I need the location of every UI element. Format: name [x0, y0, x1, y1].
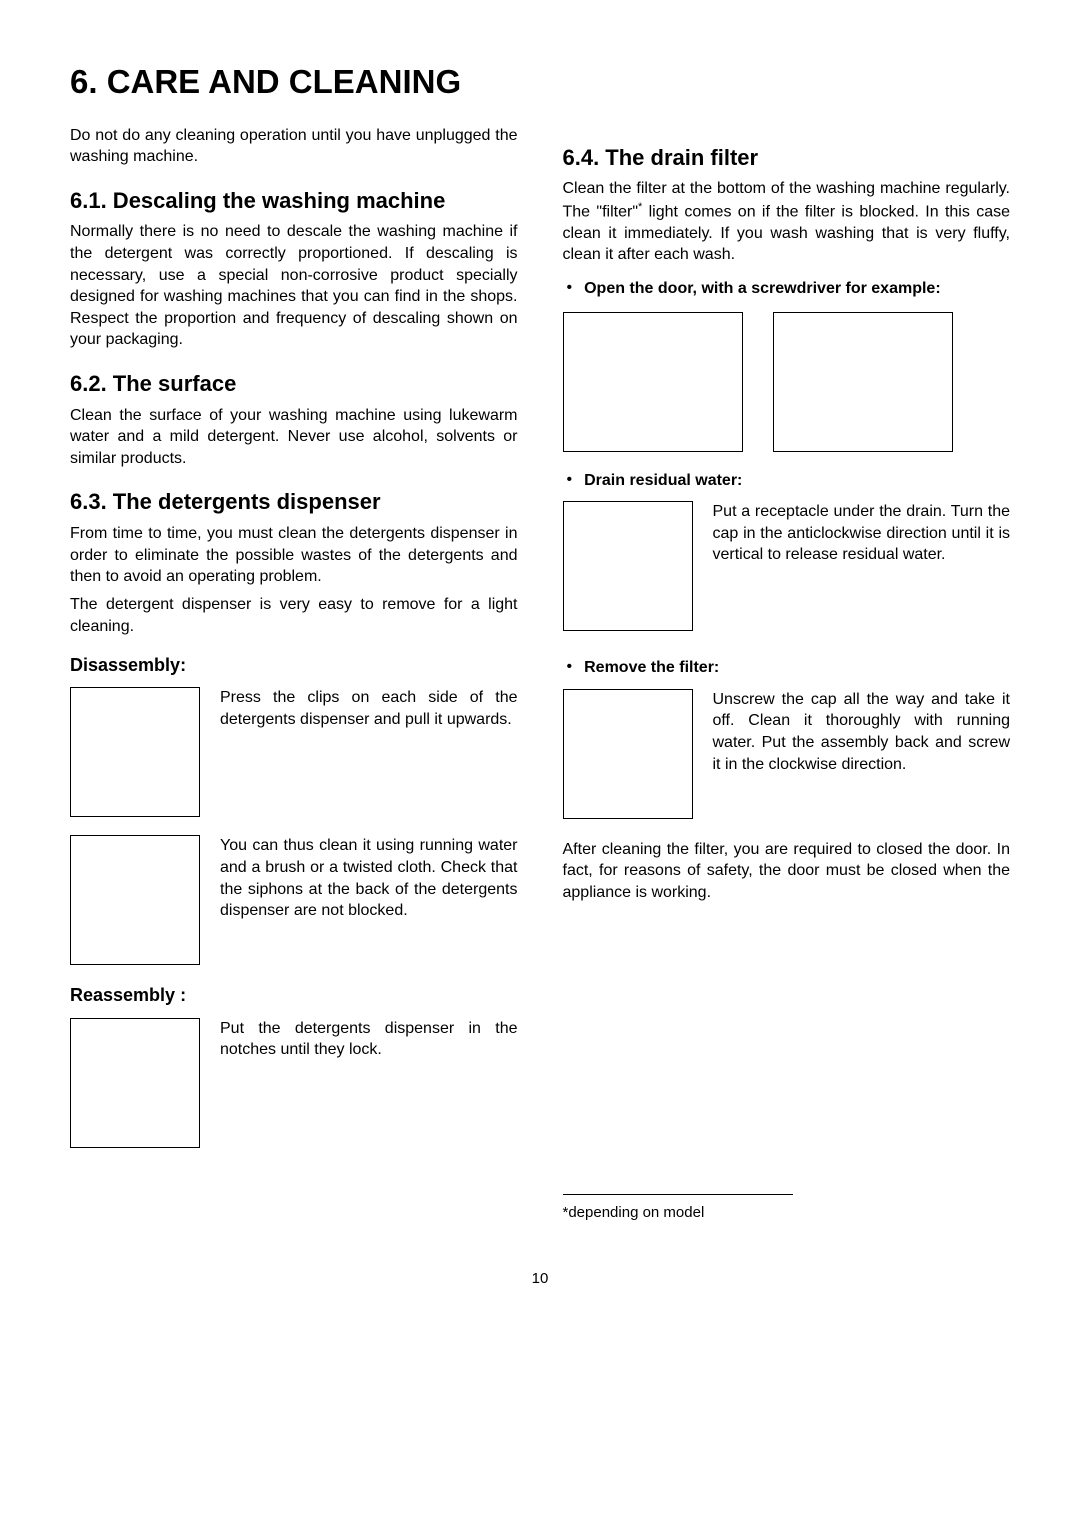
- remove-filter-step: Unscrew the cap all the way and take it …: [563, 689, 1011, 819]
- bullet-remove-filter-text: Remove the filter:: [584, 657, 719, 679]
- section-6-3-body-2: The detergent dispenser is very easy to …: [70, 594, 518, 637]
- section-6-1-body: Normally there is no need to descale the…: [70, 221, 518, 351]
- spacer: [563, 910, 1011, 1170]
- section-6-3-heading: 6.3. The detergents dispenser: [70, 487, 518, 517]
- bullet-icon: •: [567, 659, 573, 675]
- section-6-3-body-1: From time to time, you must clean the de…: [70, 523, 518, 588]
- disassembly-image-1: [70, 687, 200, 817]
- reassembly-image: [70, 1018, 200, 1148]
- disassembly-text-1: Press the clips on each side of the dete…: [220, 687, 518, 730]
- bullet-open-door-text: Open the door, with a screwdriver for ex…: [584, 278, 941, 300]
- drain-water-image: [563, 501, 693, 631]
- footnote-rule: [563, 1194, 793, 1195]
- page-title: 6. CARE AND CLEANING: [70, 60, 1010, 105]
- section-6-2-body: Clean the surface of your washing machin…: [70, 405, 518, 470]
- reassembly-text: Put the detergents dispenser in the notc…: [220, 1018, 518, 1061]
- remove-filter-text: Unscrew the cap all the way and take it …: [713, 689, 1011, 775]
- section-6-4-body: Clean the filter at the bottom of the wa…: [563, 178, 1011, 266]
- disassembly-heading: Disassembly:: [70, 653, 518, 677]
- reassembly-heading: Reassembly :: [70, 983, 518, 1007]
- after-cleaning-text: After cleaning the filter, you are requi…: [563, 839, 1011, 904]
- bullet-drain-water: • Drain residual water:: [567, 470, 1011, 492]
- drain-water-step: Put a receptacle under the drain. Turn t…: [563, 501, 1011, 631]
- bullet-remove-filter: • Remove the filter:: [567, 657, 1011, 679]
- disassembly-step-1: Press the clips on each side of the dete…: [70, 687, 518, 817]
- disassembly-text-2: You can thus clean it using running wate…: [220, 835, 518, 921]
- bullet-drain-water-text: Drain residual water:: [584, 470, 742, 492]
- left-column: Do not do any cleaning operation until y…: [70, 125, 518, 1229]
- open-door-image-1: [563, 312, 743, 452]
- bullet-icon: •: [567, 472, 573, 488]
- remove-filter-image: [563, 689, 693, 819]
- right-column: 6.4. The drain filter Clean the filter a…: [563, 125, 1011, 1229]
- footnote-text: *depending on model: [563, 1203, 1011, 1223]
- open-door-image-2: [773, 312, 953, 452]
- drain-water-text: Put a receptacle under the drain. Turn t…: [713, 501, 1011, 566]
- bullet-open-door: • Open the door, with a screwdriver for …: [567, 278, 1011, 300]
- open-door-images: [563, 312, 1011, 452]
- disassembly-image-2: [70, 835, 200, 965]
- intro-text: Do not do any cleaning operation until y…: [70, 125, 518, 168]
- section-6-1-heading: 6.1. Descaling the washing machine: [70, 186, 518, 216]
- section-6-4-heading: 6.4. The drain filter: [563, 143, 1011, 173]
- bullet-icon: •: [567, 280, 573, 296]
- page-number: 10: [70, 1269, 1010, 1289]
- two-column-layout: Do not do any cleaning operation until y…: [70, 125, 1010, 1229]
- section-6-2-heading: 6.2. The surface: [70, 369, 518, 399]
- disassembly-step-2: You can thus clean it using running wate…: [70, 835, 518, 965]
- reassembly-step: Put the detergents dispenser in the notc…: [70, 1018, 518, 1148]
